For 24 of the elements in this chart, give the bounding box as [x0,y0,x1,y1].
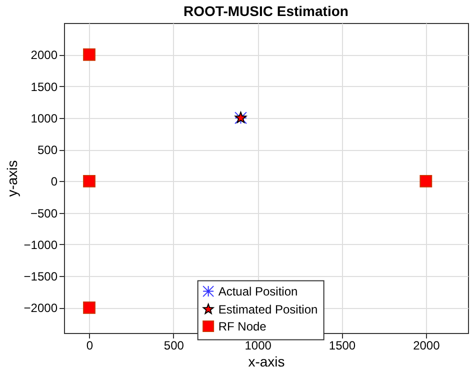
x-tick-label: 500 [164,338,184,352]
x-tick-label: 1500 [328,338,356,352]
y-tick-label: 1000 [30,111,58,126]
y-tick-label: 0 [50,174,58,189]
y-tick-label: −1000 [24,238,58,252]
y-tick-label: 1500 [30,80,58,94]
legend-label: Estimated Position [218,302,318,316]
y-tick-label: −500 [30,206,58,220]
point [83,174,96,188]
x-tick-label: 0 [86,338,94,352]
point [83,301,96,314]
legend-label: RF Node [218,319,267,334]
x-tick-label: 1000 [244,338,272,352]
y-tick-label: −1500 [24,270,58,284]
x-tick-label: 2000 [413,338,440,352]
chart-title: ROOT-MUSIC Estimation [184,3,348,19]
y-tick-label: 500 [37,143,58,158]
y-axis-title: y-axis [4,160,20,197]
legend-label: Actual Position [218,284,298,298]
point [420,174,432,188]
x-axis-title: x-axis [248,354,285,370]
y-tick-label: −2000 [24,301,58,316]
point [83,48,96,61]
y-tick-label: 2000 [30,48,58,62]
